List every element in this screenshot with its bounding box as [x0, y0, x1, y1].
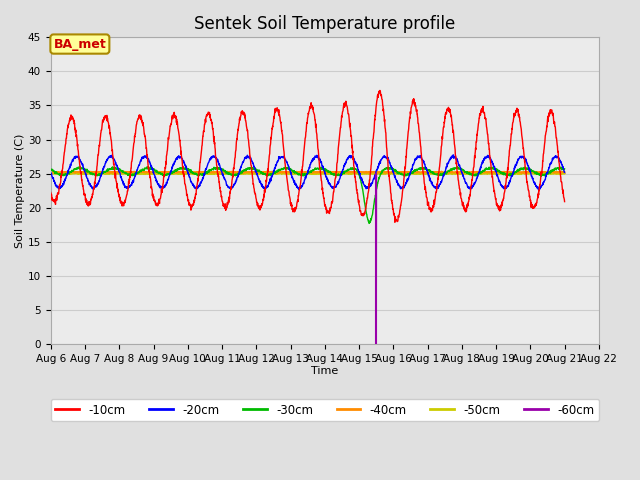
Y-axis label: Soil Temperature (C): Soil Temperature (C) [15, 133, 25, 248]
Legend: -10cm, -20cm, -30cm, -40cm, -50cm, -60cm: -10cm, -20cm, -30cm, -40cm, -50cm, -60cm [51, 399, 599, 421]
X-axis label: Time: Time [311, 366, 339, 376]
Text: BA_met: BA_met [54, 37, 106, 50]
Title: Sentek Soil Temperature profile: Sentek Soil Temperature profile [194, 15, 456, 33]
